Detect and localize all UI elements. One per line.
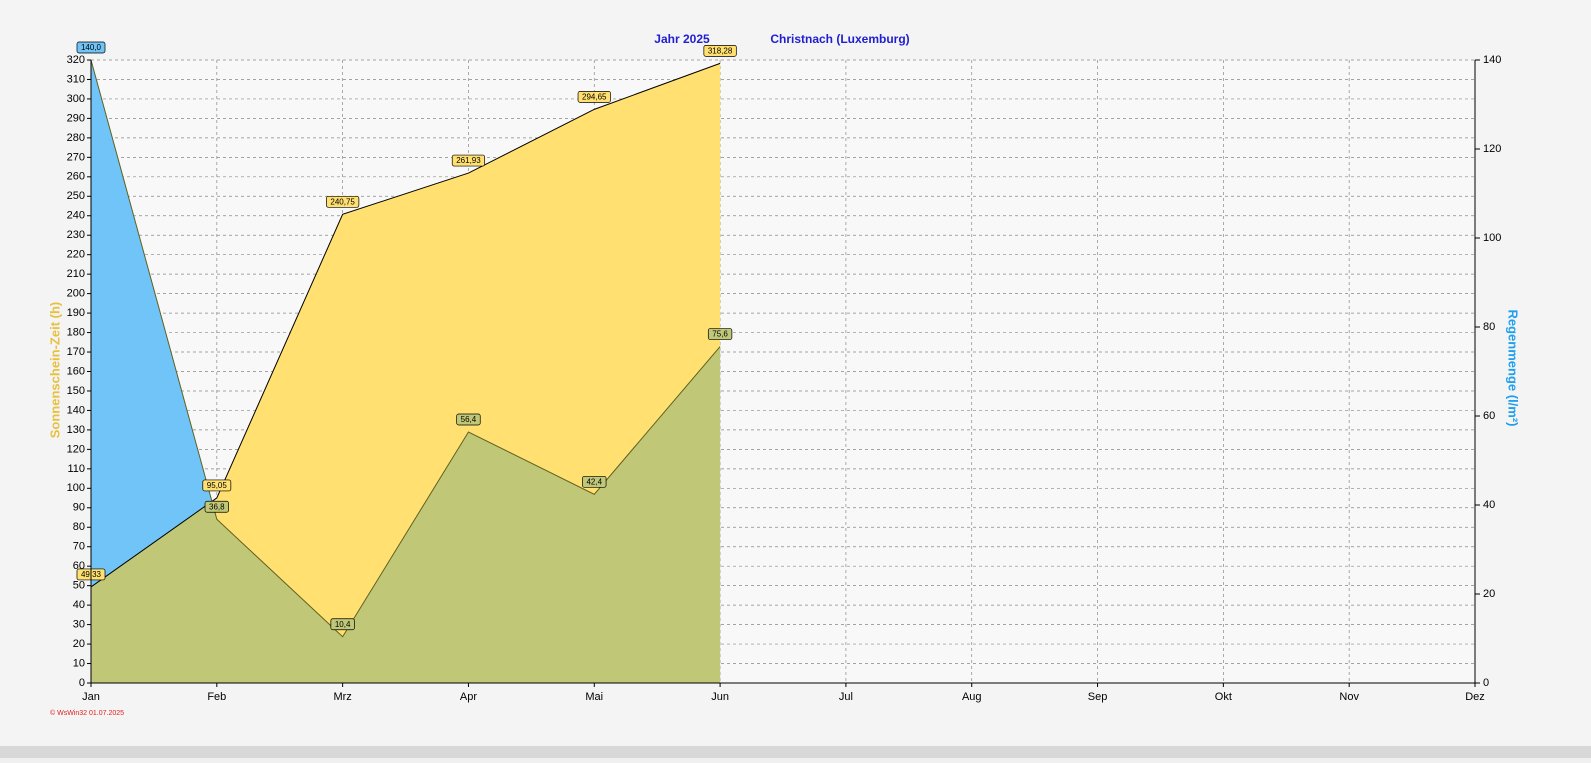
y-tick-label: 320: [67, 54, 85, 66]
y-tick-label: 50: [73, 580, 85, 592]
y-tick-label: 110: [67, 463, 85, 475]
value-label-box: [703, 44, 737, 57]
y-tick-label: 310: [67, 73, 85, 85]
value-label-box: [456, 413, 481, 426]
y-tick-label: 200: [67, 288, 85, 300]
x-tick-label: Mai: [585, 691, 603, 703]
x-tick-label: Feb: [207, 691, 226, 703]
y-tick-label: 80: [73, 521, 85, 533]
status-bar: [0, 746, 1591, 758]
x-tick-label: Aug: [962, 691, 982, 703]
y-tick-label: 20: [73, 638, 85, 650]
value-label-box: [707, 328, 733, 340]
value-label: 140,0: [81, 43, 102, 52]
x-tick-label: Apr: [460, 691, 477, 703]
y-tick-label: 160: [67, 365, 85, 377]
y2-tick-label: 40: [1483, 499, 1495, 511]
value-label: 95,05: [207, 481, 228, 490]
y-tick-label: 290: [67, 112, 85, 124]
line: [90, 62, 721, 588]
y-tick-label: 250: [67, 190, 85, 202]
y2-tick-label: 20: [1483, 588, 1495, 600]
area-overlap: [91, 63, 721, 683]
y-tick-label: 0: [79, 677, 85, 689]
y2-axis-label: Regenmenge (l/m²): [1506, 309, 1521, 426]
x-tick-label: Sep: [1088, 691, 1108, 703]
y2-tick-label: 80: [1483, 321, 1495, 333]
y-tick-label: 270: [67, 151, 85, 163]
value-label-box: [202, 479, 232, 492]
y2-tick-label: 140: [1483, 54, 1501, 66]
x-tick-label: Mrz: [333, 691, 351, 703]
chart-title: Jahr 2025: [654, 32, 710, 46]
y-tick-label: 150: [67, 385, 85, 397]
y-tick-label: 300: [67, 93, 85, 105]
y-tick-label: 220: [67, 249, 85, 261]
x-tick-label: Jan: [82, 691, 100, 703]
footer: © WsWin32 01.07.2025: [50, 709, 124, 717]
y-tick-label: 100: [67, 482, 85, 494]
x-tick-label: Jun: [711, 691, 729, 703]
x-tick-label: Jul: [839, 691, 853, 703]
y-tick-label: 230: [67, 229, 85, 241]
value-label: 75,6: [712, 330, 728, 339]
x-tick-label: Okt: [1215, 691, 1232, 703]
value-label-box: [330, 618, 355, 631]
value-label: 10,4: [335, 620, 351, 629]
y2-tick-label: 0: [1483, 677, 1489, 689]
y-tick-label: 280: [67, 132, 85, 144]
y-axis-label: Sonnenschein-Zeit (h): [47, 302, 62, 439]
y-tick-label: 90: [73, 502, 85, 514]
value-label-box: [582, 475, 607, 488]
value-label-box: [76, 41, 106, 54]
y-tick-label: 260: [67, 171, 85, 183]
value-label-box: [326, 195, 360, 208]
y2-tick-label: 60: [1483, 410, 1495, 422]
value-label: 261,93: [456, 156, 481, 165]
y-tick-label: 120: [67, 443, 85, 455]
value-label: 36,8: [209, 502, 225, 511]
y-tick-label: 30: [73, 619, 85, 631]
value-label: 294,65: [582, 92, 607, 101]
value-label: 318,28: [708, 46, 733, 55]
value-label: 42,4: [586, 477, 602, 486]
y-tick-label: 10: [73, 657, 85, 669]
x-tick-label: Nov: [1339, 691, 1359, 703]
y-tick-label: 140: [67, 404, 85, 416]
y-tick-label: 190: [67, 307, 85, 319]
value-label-box: [577, 91, 611, 103]
value-label-box: [451, 154, 486, 167]
y-tick-label: 130: [67, 424, 85, 436]
y-tick-label: 40: [73, 599, 85, 611]
x-tick-label: Dez: [1465, 691, 1485, 703]
y-tick-label: 240: [67, 210, 85, 222]
y-tick-label: 210: [67, 268, 85, 280]
line: [90, 59, 721, 638]
y-tick-label: 170: [67, 346, 85, 358]
value-label: 56,4: [461, 415, 477, 424]
y2-tick-label: 100: [1483, 232, 1501, 244]
value-label: 240,75: [330, 197, 355, 206]
chart-subtitle: Christnach (Luxemburg): [770, 32, 909, 46]
y-tick-label: 180: [67, 326, 85, 338]
value-label-box: [204, 500, 229, 513]
y2-tick-label: 120: [1483, 143, 1501, 155]
y-tick-label: 70: [73, 541, 85, 553]
